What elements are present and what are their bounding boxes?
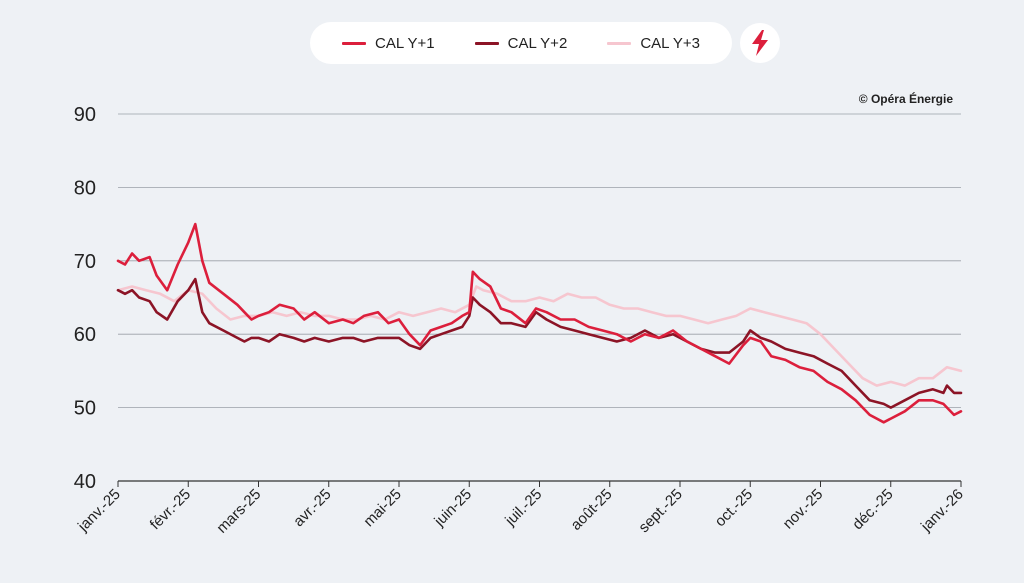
energy-badge — [740, 23, 780, 63]
x-tick-label: avr.-25 — [290, 486, 334, 530]
legend-label-cal-y1: CAL Y+1 — [375, 34, 435, 52]
legend-swatch-cal-y3 — [607, 41, 632, 45]
y-tick-label: 60 — [74, 324, 96, 346]
y-tick-label: 90 — [74, 104, 96, 126]
x-tick-label: oct.-25 — [712, 486, 756, 530]
legend-item-cal-y2[interactable]: CAL Y+2 — [474, 34, 568, 52]
legend-swatch-cal-y2 — [474, 41, 499, 45]
series-line-cal-y-1 — [116, 222, 963, 424]
y-tick-label: 70 — [74, 251, 96, 273]
x-tick-label: févr.-25 — [147, 486, 194, 533]
y-tick-label: 50 — [74, 398, 96, 420]
legend-item-cal-y1[interactable]: CAL Y+1 — [342, 35, 435, 52]
x-tick-label: août-25 — [568, 486, 616, 534]
legend: CAL Y+1 CAL Y+2 CAL Y+3 — [310, 22, 732, 64]
x-tick-label: mars-25 — [213, 486, 264, 537]
lightning-bolt-icon — [752, 30, 768, 56]
legend-swatch-cal-y1 — [342, 41, 366, 45]
x-tick-label: mai-25 — [360, 486, 404, 530]
x-tick-label: janv.-25 — [74, 486, 124, 536]
x-tick-label: déc.-25 — [849, 486, 896, 533]
x-tick-label: nov.-25 — [780, 486, 827, 533]
y-tick-label: 40 — [74, 471, 96, 493]
series-line-cal-y-2 — [116, 277, 963, 409]
legend-label-cal-y3: CAL Y+3 — [640, 34, 700, 52]
legend-label-cal-y2: CAL Y+2 — [507, 34, 568, 52]
x-tick-label: janv.-26 — [917, 486, 967, 536]
series-line-cal-y-3 — [116, 285, 963, 387]
y-tick-label: 80 — [74, 177, 96, 199]
source-label: © Opéra Énergie — [859, 91, 954, 106]
x-tick-label: juin-25 — [431, 486, 476, 531]
legend-item-cal-y3[interactable]: CAL Y+3 — [607, 35, 700, 52]
x-tick-label: juil.-25 — [501, 486, 545, 530]
x-tick-label: sept.-25 — [635, 486, 685, 536]
